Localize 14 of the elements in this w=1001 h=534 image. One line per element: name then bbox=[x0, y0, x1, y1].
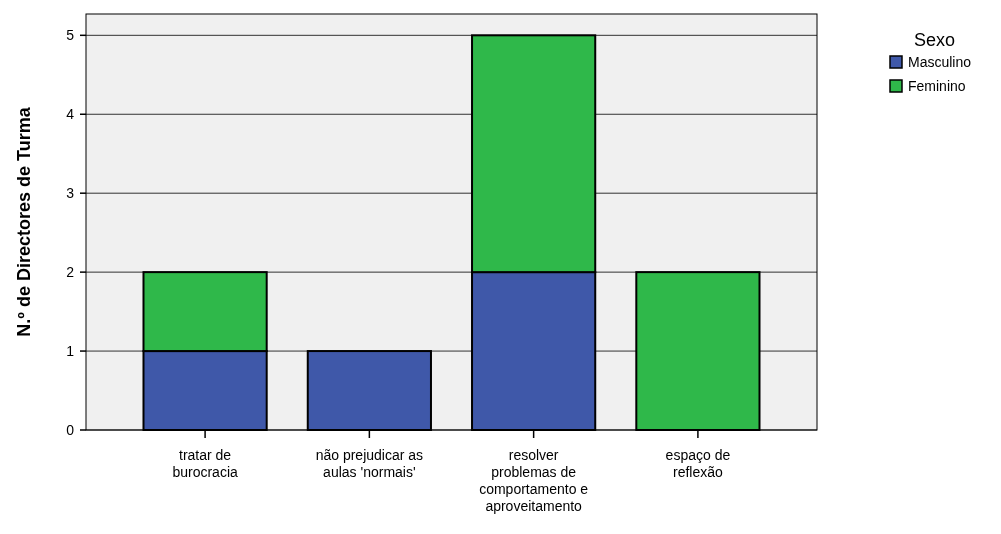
y-tick-label: 2 bbox=[66, 264, 75, 281]
y-tick-label: 3 bbox=[66, 185, 75, 202]
x-tick-label: resolver problemas de comportamento e aproveitamento bbox=[479, 447, 589, 514]
legend-label: Masculino bbox=[908, 53, 972, 70]
x-tick-label: não prejudicar as aulas 'normais' bbox=[315, 447, 424, 480]
y-tick-label: 0 bbox=[66, 421, 75, 438]
x-tick-label: tratar de burocracia bbox=[172, 447, 238, 480]
x-tick-label: espaço de reflexão bbox=[665, 447, 731, 480]
y-tick-label: 1 bbox=[66, 342, 75, 359]
y-axis-title: N.º de Directores de Turma bbox=[14, 106, 34, 337]
y-tick-label: 5 bbox=[66, 27, 75, 44]
legend-title: Sexo bbox=[914, 30, 956, 50]
y-tick-label: 4 bbox=[66, 106, 75, 123]
legend-label: Feminino bbox=[908, 77, 966, 94]
